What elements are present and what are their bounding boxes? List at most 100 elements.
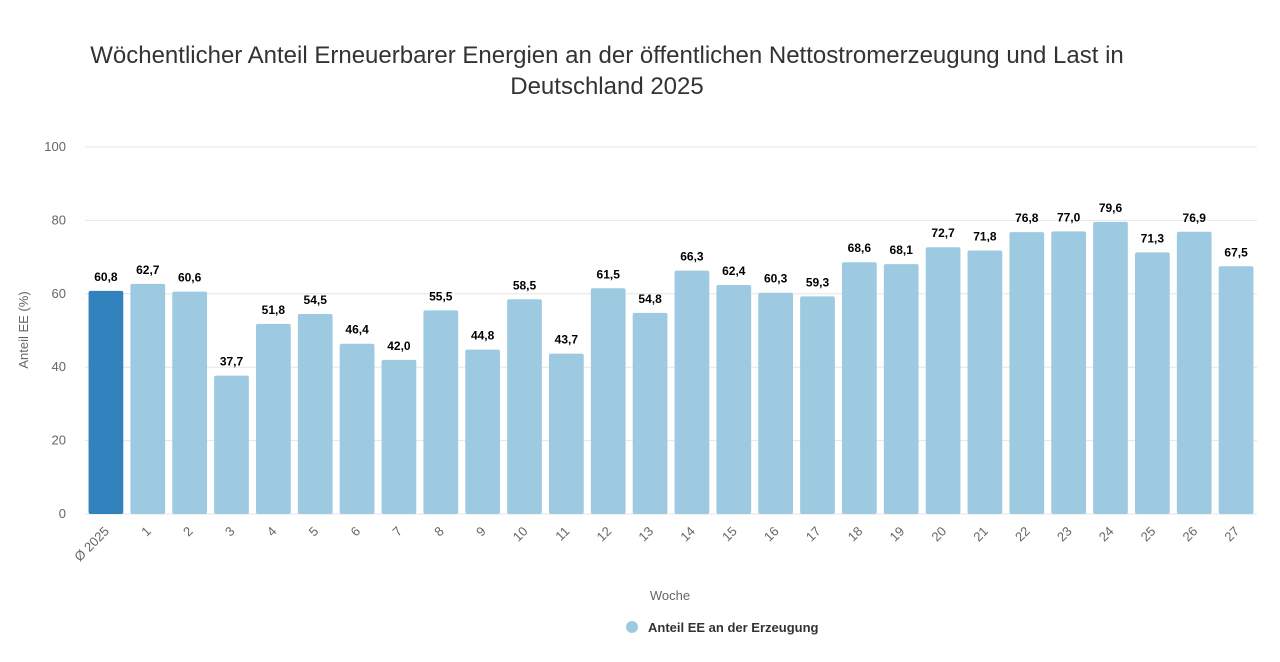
data-label: 77,0	[1057, 210, 1081, 224]
y-tick-label: 0	[59, 506, 66, 521]
x-tick-label: 19	[886, 524, 907, 545]
data-label: 68,6	[848, 241, 872, 255]
x-tick-label: 4	[264, 524, 280, 540]
data-label: 58,5	[513, 278, 537, 292]
bar[interactable]	[1134, 252, 1170, 515]
bar[interactable]	[632, 312, 668, 514]
y-tick-label: 100	[44, 139, 66, 154]
y-tick-label: 80	[52, 212, 66, 227]
x-tick-label: 23	[1054, 524, 1075, 545]
x-tick-label: 22	[1012, 524, 1033, 545]
data-label: 60,8	[94, 270, 118, 284]
bar[interactable]	[172, 291, 208, 514]
bar[interactable]	[88, 290, 124, 514]
data-label: 59,3	[806, 275, 830, 289]
x-tick-label: 3	[222, 524, 238, 540]
x-tick-label: 18	[845, 524, 866, 545]
chart-title-line-2: Deutschland 2025	[510, 73, 704, 100]
bar[interactable]	[465, 349, 501, 514]
chart-title: Wöchentlicher Anteil Erneuerbarer Energi…	[0, 40, 1214, 102]
x-tick-label: 9	[473, 524, 489, 540]
y-tick-label: 40	[52, 359, 66, 374]
bar[interactable]	[1051, 231, 1087, 514]
y-tick-label: 20	[52, 433, 66, 448]
bars	[88, 221, 1254, 515]
x-tick-label: 12	[593, 524, 614, 545]
data-label: 42,0	[387, 339, 411, 353]
data-label: 76,8	[1015, 211, 1039, 225]
y-axis-title: Anteil EE (%)	[16, 291, 31, 368]
x-tick-label: Ø 2025	[71, 524, 112, 565]
data-label: 46,4	[345, 323, 369, 337]
x-tick-label: 5	[306, 524, 322, 540]
data-label: 55,5	[429, 289, 453, 303]
bar[interactable]	[674, 270, 710, 514]
data-label: 61,5	[597, 267, 621, 281]
x-tick-label: 11	[552, 524, 572, 544]
x-axis-title: Woche	[650, 588, 690, 603]
x-tick-label: 7	[389, 524, 405, 540]
x-tick-label: 27	[1221, 524, 1242, 545]
legend[interactable]: Anteil EE an der Erzeugung	[626, 620, 819, 635]
bar[interactable]	[130, 283, 166, 514]
bar[interactable]	[758, 292, 794, 514]
x-tick-label: 26	[1179, 524, 1200, 545]
bar[interactable]	[841, 262, 877, 514]
bar[interactable]	[590, 288, 626, 514]
bar[interactable]	[339, 343, 375, 514]
bar[interactable]	[214, 375, 249, 514]
x-tick-label: 8	[431, 524, 447, 540]
bar[interactable]	[255, 323, 291, 514]
bar[interactable]	[1218, 266, 1254, 514]
data-label: 44,8	[471, 329, 495, 343]
x-tick-label: 1	[138, 524, 154, 540]
x-tick-label: 6	[347, 524, 363, 540]
data-label: 71,8	[973, 229, 997, 243]
bar[interactable]	[883, 264, 919, 514]
x-tick-label: 17	[803, 524, 824, 545]
data-label: 68,1	[890, 243, 914, 257]
data-label: 54,8	[638, 292, 662, 306]
x-tick-label: 2	[180, 524, 196, 540]
data-label: 62,7	[136, 263, 160, 277]
data-label: 51,8	[262, 303, 286, 317]
data-label: 60,3	[764, 272, 788, 286]
x-axis-ticks: Ø 2025 1 2 3 4 5 6 7 8 9 10 11 12 13 14 15 16 17 18 19 20 21 2…	[71, 524, 1242, 565]
data-label: 71,3	[1141, 231, 1165, 245]
bar[interactable]	[1009, 232, 1045, 515]
data-label: 67,5	[1224, 245, 1248, 259]
bar[interactable]	[925, 247, 961, 515]
bar[interactable]	[800, 296, 835, 514]
data-label: 54,5	[304, 293, 328, 307]
bar[interactable]	[423, 310, 459, 514]
bar[interactable]	[1093, 221, 1128, 515]
data-label: 72,7	[931, 226, 955, 240]
x-tick-label: 20	[928, 524, 949, 545]
bar[interactable]	[1176, 231, 1212, 515]
y-tick-label: 60	[52, 286, 66, 301]
data-label: 43,7	[555, 333, 579, 347]
data-label: 76,9	[1183, 211, 1207, 225]
bar[interactable]	[381, 359, 417, 514]
data-label: 37,7	[220, 355, 244, 369]
x-tick-label: 24	[1096, 524, 1117, 545]
data-labels: 60,8 62,7 60,6 37,7 51,8 54,5 46,4 42,0 55,5 44,8…	[94, 201, 1248, 369]
chart-title-line-1: Wöchentlicher Anteil Erneuerbarer Energi…	[90, 42, 1124, 69]
x-tick-label: 14	[677, 524, 698, 545]
data-label: 60,6	[178, 271, 202, 285]
bar[interactable]	[297, 313, 333, 514]
x-tick-label: 13	[635, 524, 656, 545]
bar[interactable]	[548, 353, 584, 514]
bar[interactable]	[967, 250, 1003, 514]
y-axis-ticks: 0 20 40 60 80 100	[44, 139, 66, 521]
data-label: 62,4	[722, 264, 746, 278]
data-label: 79,6	[1099, 201, 1123, 215]
bar[interactable]	[507, 299, 542, 514]
x-tick-label: 15	[719, 524, 740, 545]
legend-marker-icon	[626, 621, 638, 633]
x-tick-label: 21	[970, 524, 991, 545]
data-label: 66,3	[680, 250, 704, 264]
legend-label: Anteil EE an der Erzeugung	[648, 620, 819, 635]
bar[interactable]	[716, 284, 752, 514]
